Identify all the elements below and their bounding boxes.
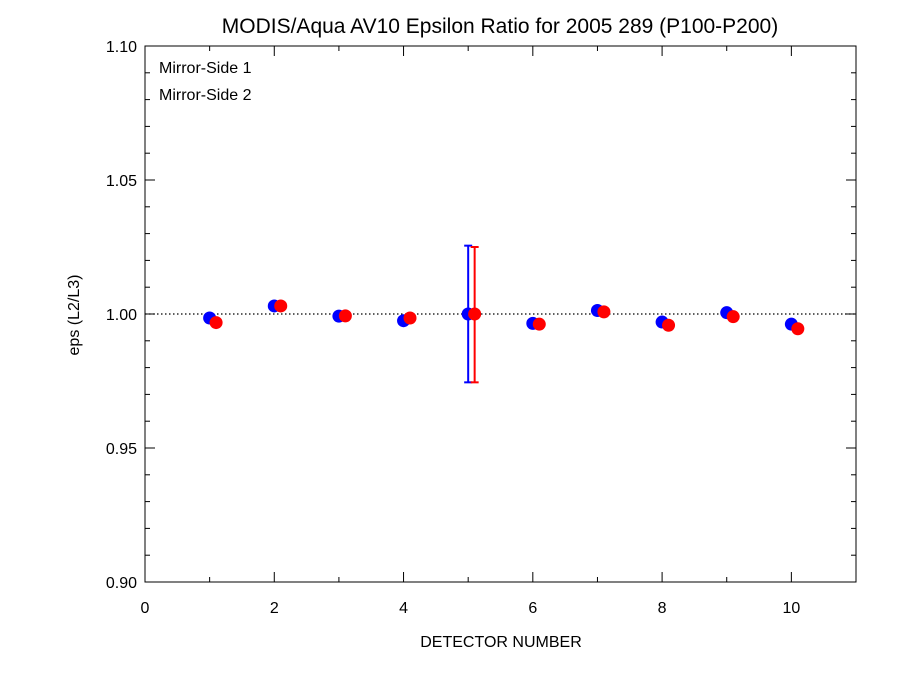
data-point-mirror-side-2 bbox=[597, 305, 611, 319]
y-axis-label: eps (L2/L3) bbox=[66, 275, 83, 356]
chart-title: MODIS/Aqua AV10 Epsilon Ratio for 2005 2… bbox=[222, 15, 778, 38]
x-tick-labels: 0 2 4 6 8 10 bbox=[141, 600, 801, 617]
x-tick-label: 6 bbox=[528, 600, 537, 617]
data-point-mirror-side-2 bbox=[209, 316, 223, 330]
y-tick-label: 0.95 bbox=[106, 441, 137, 458]
x-tick-label: 10 bbox=[782, 600, 800, 617]
data-points bbox=[203, 299, 805, 336]
y-tick-labels: 0.90 0.95 1.00 1.05 1.10 bbox=[106, 39, 137, 592]
x-tick-label: 8 bbox=[658, 600, 667, 617]
legend-mirror-side-1: Mirror-Side 1 bbox=[159, 60, 252, 77]
y-tick-label: 0.90 bbox=[106, 575, 137, 592]
data-point-mirror-side-2 bbox=[403, 311, 417, 325]
x-tick-label: 0 bbox=[141, 600, 150, 617]
x-tick-label: 2 bbox=[270, 600, 279, 617]
data-point-mirror-side-2 bbox=[791, 322, 805, 336]
data-point-mirror-side-2 bbox=[338, 309, 352, 323]
x-tick-label: 4 bbox=[399, 600, 408, 617]
y-tick-label: 1.10 bbox=[106, 39, 137, 56]
axis-ticks bbox=[144, 45, 857, 583]
y-tick-label: 1.05 bbox=[106, 173, 137, 190]
x-axis-label: DETECTOR NUMBER bbox=[420, 634, 582, 651]
data-point-mirror-side-2 bbox=[274, 299, 288, 313]
data-point-mirror-side-2 bbox=[532, 317, 546, 331]
data-point-mirror-side-2 bbox=[726, 310, 740, 324]
data-point-mirror-side-2 bbox=[662, 318, 676, 332]
y-tick-label: 1.00 bbox=[106, 307, 137, 324]
legend-mirror-side-2: Mirror-Side 2 bbox=[159, 87, 252, 104]
data-point-mirror-side-2 bbox=[468, 307, 482, 321]
